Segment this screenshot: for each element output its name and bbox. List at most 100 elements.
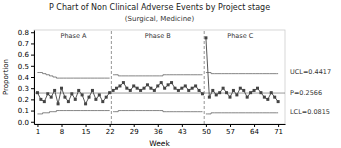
x-axis-tick: 50	[202, 124, 211, 136]
data-point	[81, 93, 84, 96]
x-axis-tick-mark	[158, 124, 159, 127]
x-axis-tick-mark	[278, 124, 279, 127]
x-axis-tick-label: 22	[106, 128, 115, 136]
subtitle: (Surgical, Medicine)	[125, 15, 195, 23]
data-point	[149, 87, 152, 90]
x-axis-tick: 71	[274, 124, 283, 136]
data-line	[113, 83, 202, 94]
x-axis-tick-mark	[254, 124, 255, 127]
y-axis-tick-mark	[31, 66, 34, 67]
data-point	[187, 89, 190, 92]
y-axis-tick: 0.4	[18, 74, 34, 82]
x-axis-tick: 29	[130, 124, 139, 136]
data-point	[94, 98, 97, 101]
data-point	[136, 87, 139, 90]
data-line	[37, 88, 109, 104]
data-point	[177, 89, 180, 92]
data-point	[129, 89, 132, 92]
data-point	[53, 89, 56, 92]
data-point	[74, 98, 77, 101]
x-axis: 1 8 15 22 29 36 43 50 57 64 71	[35, 124, 286, 136]
data-point	[263, 96, 266, 99]
data-point	[198, 89, 201, 92]
x-axis-tick-mark	[182, 124, 183, 127]
data-point	[204, 36, 207, 39]
phase-label: Phase B	[145, 32, 171, 40]
x-axis-tick: 57	[226, 124, 235, 136]
x-axis-tick-mark	[110, 124, 111, 127]
data-point	[194, 84, 197, 87]
x-axis-tick: 8	[60, 124, 64, 136]
phase-divider	[204, 30, 205, 124]
x-axis-tick-mark	[62, 124, 63, 127]
data-point	[63, 96, 66, 99]
control-limit-line	[37, 73, 109, 79]
y-axis-tick: 0.7	[18, 40, 34, 48]
phase-label: Phase A	[61, 32, 87, 40]
center-line	[34, 93, 285, 94]
data-point	[156, 84, 159, 87]
data-point	[101, 100, 104, 103]
x-axis-tick: 64	[250, 124, 259, 136]
data-point	[57, 102, 60, 105]
x-axis-tick-label: 71	[274, 128, 283, 136]
y-axis-tick-mark	[31, 122, 34, 123]
x-axis-tick: 36	[154, 124, 163, 136]
x-axis-tick-label: 64	[250, 128, 259, 136]
data-point	[239, 87, 242, 90]
x-axis-tick: 15	[82, 124, 91, 136]
y-axis-tick-mark	[31, 99, 34, 100]
x-axis-tick-mark	[86, 124, 87, 127]
y-axis-tick-mark	[31, 77, 34, 78]
y-axis-tick-mark	[31, 55, 34, 56]
y-axis-tick: 0.8	[18, 29, 34, 37]
control-limit-line	[37, 111, 109, 114]
y-axis-line	[34, 31, 35, 125]
data-point	[266, 98, 269, 101]
data-point	[256, 87, 259, 90]
limit-label: LCL=0.0815	[290, 108, 330, 116]
x-axis-tick-label: 36	[154, 128, 163, 136]
data-point	[246, 96, 249, 99]
x-axis-tick-label: 8	[60, 128, 64, 136]
x-axis-tick-mark	[37, 124, 38, 127]
data-point	[277, 100, 280, 103]
x-axis-tick-label: 15	[82, 128, 91, 136]
y-axis-tick-mark	[31, 88, 34, 89]
x-axis-tick-label: 1	[36, 128, 40, 136]
y-axis-tick: 0.5	[18, 63, 34, 71]
phase-divider	[111, 30, 112, 124]
y-axis-tick: 0.3	[18, 85, 34, 93]
x-axis-tick: 22	[106, 124, 115, 136]
data-point	[118, 84, 121, 87]
data-point	[146, 83, 149, 86]
x-axis-tick-label: 50	[202, 128, 211, 136]
data-point	[191, 87, 194, 90]
y-axis-tick: 0.1	[18, 107, 34, 115]
y-axis-title: Proportion	[2, 59, 10, 95]
x-axis-line	[35, 124, 286, 125]
x-axis-tick-mark	[206, 124, 207, 127]
data-point	[184, 84, 187, 87]
x-axis-tick: 43	[178, 124, 187, 136]
y-axis: 0.00.10.20.30.40.50.60.70.8	[18, 29, 35, 127]
data-point	[167, 83, 170, 86]
data-point	[208, 96, 211, 99]
y-axis-tick-label: 0.3	[18, 85, 29, 93]
data-point	[215, 93, 218, 96]
data-point	[139, 89, 142, 92]
y-axis-tick-label: 0.1	[18, 107, 29, 115]
data-point	[253, 89, 256, 92]
y-axis-tick-label: 0.4	[18, 74, 30, 82]
data-point	[112, 89, 115, 92]
data-point	[125, 87, 128, 90]
y-axis-tick-label: 0.0	[18, 119, 29, 127]
data-point	[232, 89, 235, 92]
y-axis-tick: 0.6	[18, 51, 34, 59]
y-axis-tick-label: 0.7	[18, 40, 29, 48]
x-axis-tick-mark	[230, 124, 231, 127]
data-point	[180, 87, 183, 90]
data-point	[39, 98, 42, 101]
y-axis-tick-label: 0.8	[18, 29, 29, 37]
data-point	[43, 100, 46, 103]
